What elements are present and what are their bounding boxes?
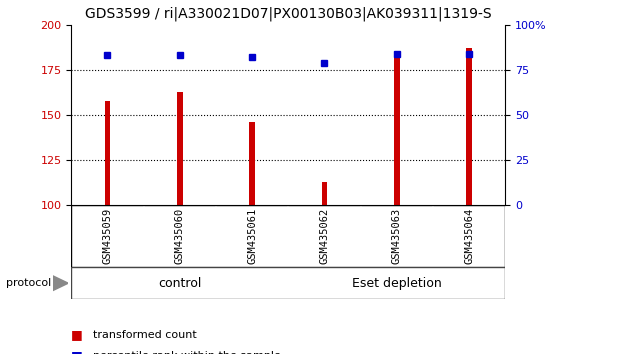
Bar	[105, 101, 110, 205]
Text: ■: ■	[71, 328, 83, 341]
Bar	[322, 182, 327, 205]
Text: protocol: protocol	[6, 278, 51, 288]
Text: GSM435062: GSM435062	[319, 208, 329, 264]
Polygon shape	[53, 276, 68, 291]
Text: GSM435063: GSM435063	[392, 208, 402, 264]
Text: control: control	[158, 277, 202, 290]
Text: GSM435060: GSM435060	[175, 208, 185, 264]
Bar	[177, 92, 183, 205]
Title: GDS3599 / ri|A330021D07|PX00130B03|AK039311|1319-S: GDS3599 / ri|A330021D07|PX00130B03|AK039…	[85, 7, 492, 21]
Text: Eset depletion: Eset depletion	[352, 277, 441, 290]
Text: GSM435061: GSM435061	[247, 208, 257, 264]
Text: GSM435059: GSM435059	[102, 208, 112, 264]
Bar	[466, 48, 472, 205]
Bar	[249, 122, 255, 205]
Text: ■: ■	[71, 349, 83, 354]
Text: percentile rank within the sample: percentile rank within the sample	[93, 351, 281, 354]
Text: GSM435064: GSM435064	[464, 208, 474, 264]
Bar	[394, 52, 400, 205]
Text: transformed count: transformed count	[93, 330, 197, 339]
